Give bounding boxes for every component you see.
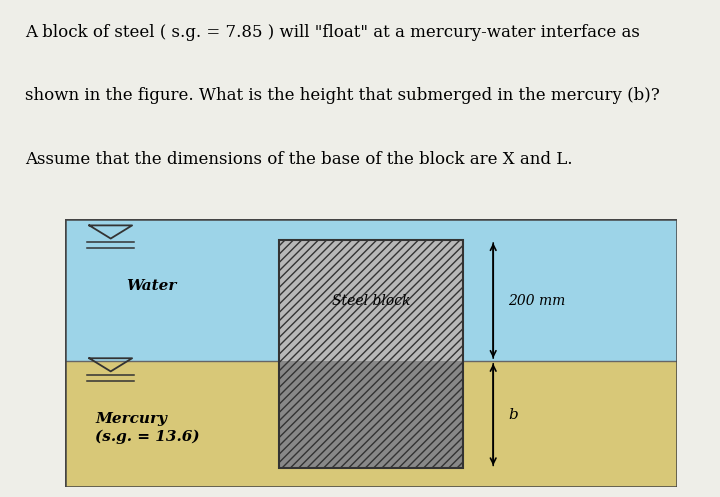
Text: b: b <box>508 408 518 421</box>
Text: Mercury
(s.g. = 13.6): Mercury (s.g. = 13.6) <box>95 412 200 444</box>
Text: A block of steel ( s.g. = 7.85 ) will "float" at a mercury-water interface as: A block of steel ( s.g. = 7.85 ) will "f… <box>25 24 640 41</box>
Text: Water: Water <box>126 279 176 293</box>
Bar <box>65 361 677 487</box>
Text: Steel block: Steel block <box>332 294 410 308</box>
Text: shown in the figure. What is the height that submerged in the mercury (b)?: shown in the figure. What is the height … <box>25 87 660 104</box>
Text: 200 mm: 200 mm <box>508 294 566 308</box>
Bar <box>279 240 462 361</box>
Bar <box>279 240 462 468</box>
Text: Assume that the dimensions of the base of the block are X and L.: Assume that the dimensions of the base o… <box>25 151 572 168</box>
Bar <box>279 361 462 468</box>
Bar <box>65 219 677 361</box>
